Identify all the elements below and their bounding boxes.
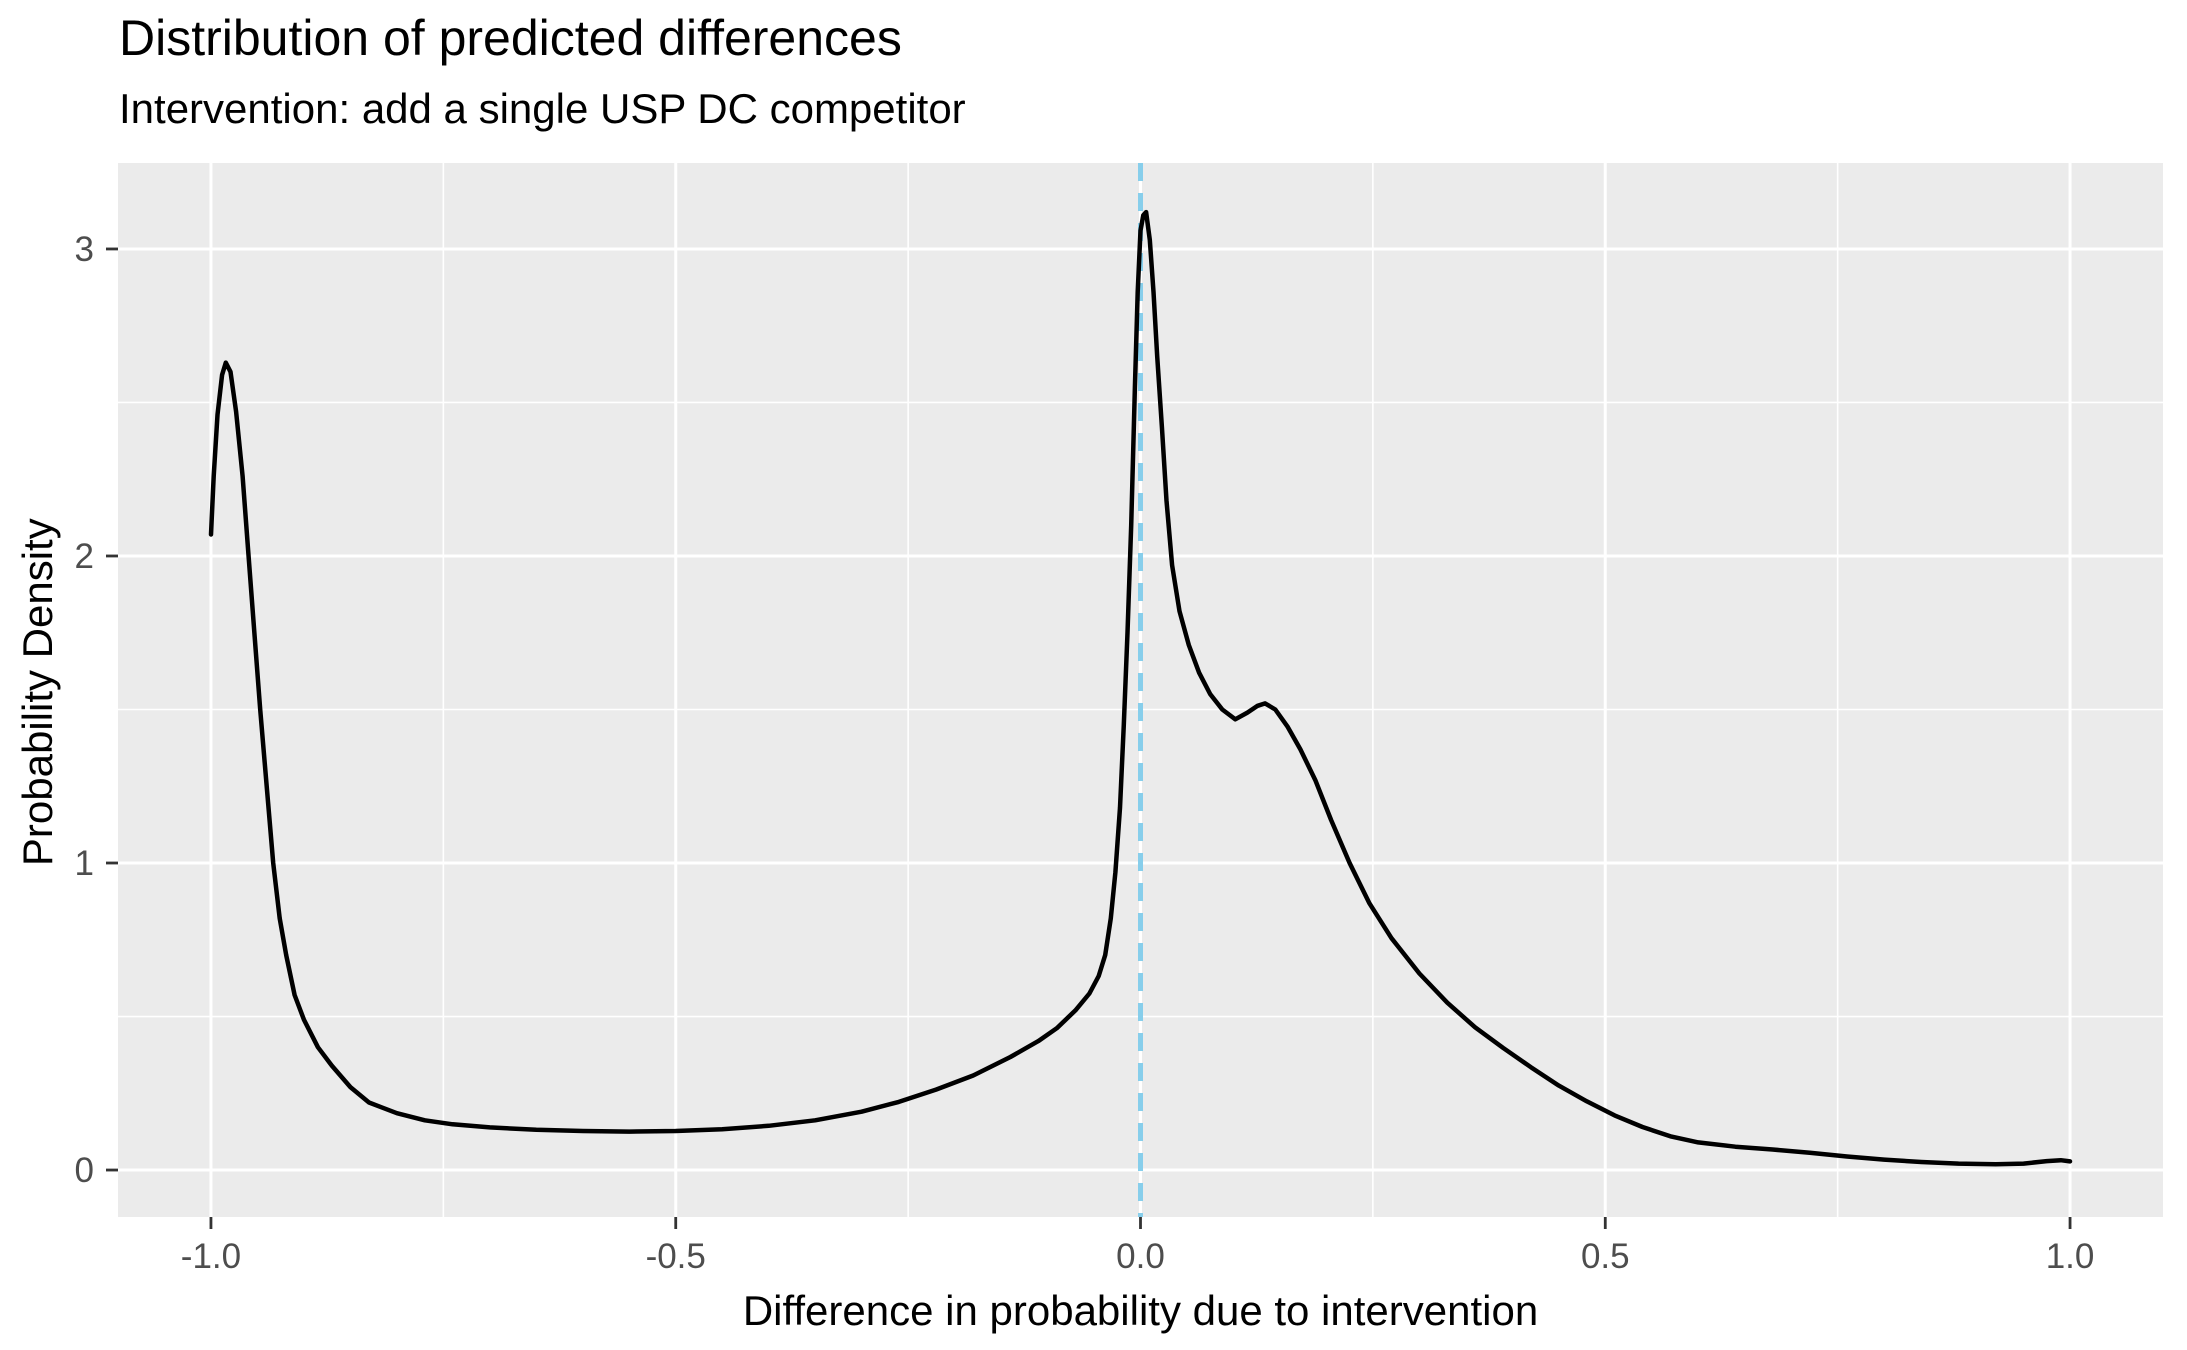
x-tick-label: -0.5 (646, 1237, 706, 1276)
y-tick-label: 3 (75, 230, 94, 269)
chart-subtitle: Intervention: add a single USP DC compet… (119, 85, 966, 132)
x-axis-title: Difference in probability due to interve… (742, 1287, 1539, 1334)
y-tick-label: 0 (75, 1151, 94, 1190)
y-axis-title: Probability Density (13, 518, 61, 867)
y-tick-label: 1 (75, 844, 94, 883)
density-curve (208, 209, 2073, 1167)
x-tick-label: 1.0 (2046, 1237, 2095, 1276)
chart-title: Distribution of predicted differences (119, 10, 902, 66)
x-tick-label: 0.0 (1116, 1237, 1165, 1276)
x-tick-label: -1.0 (181, 1237, 241, 1276)
x-tick-label: 0.5 (1581, 1237, 1630, 1276)
y-tick-label: 2 (75, 537, 94, 576)
